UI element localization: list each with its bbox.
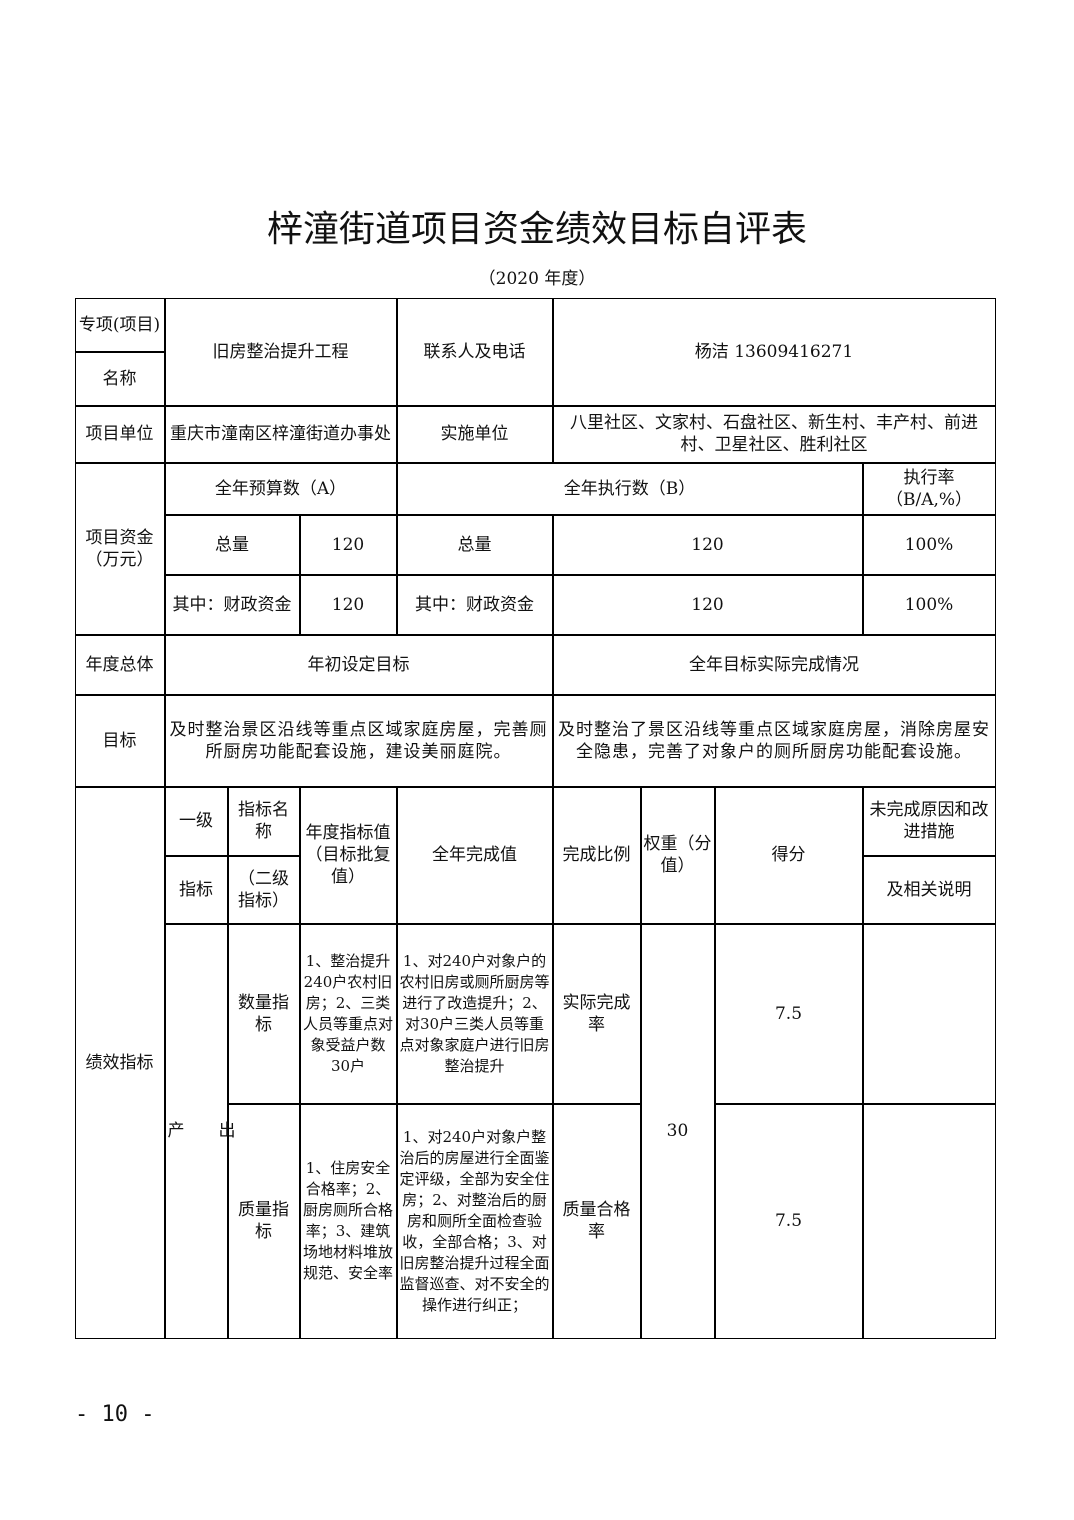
quality-target: 1、住房安全合格率；2、厨房厕所合格率；3、建筑场地材料堆放规范、安全率 — [299, 1103, 397, 1339]
quantity-ratio: 实际完成率 — [552, 923, 641, 1104]
initial-goal-header: 年初设定目标 — [164, 634, 553, 695]
initial-goal-text: 及时整治景区沿线等重点区域家庭房屋，完善厕所厨房功能配套设施，建设美丽庭院。 — [164, 694, 553, 787]
unit-label: 项目单位 — [74, 405, 165, 463]
page-subtitle: （2020 年度） — [478, 269, 596, 289]
actual-goal-text: 及时整治了景区沿线等重点区域家庭房屋，消除房屋安全隐患，完善了对象户的厕所厨房功… — [552, 694, 996, 787]
goals-label-1: 年度总体 — [74, 634, 165, 695]
project-label-1: 专项(项目) — [74, 297, 165, 352]
quality-score: 7.5 — [714, 1103, 863, 1339]
quality-ratio: 质量合格率 — [552, 1103, 641, 1339]
fiscal-value-b: 120 — [552, 574, 863, 635]
quantity-target: 1、整治提升240户农村旧房；2、三类人员等重点对象受益户数30户 — [299, 923, 397, 1104]
funds-label: 项目资金（万元） — [74, 462, 165, 635]
contact-label: 联系人及电话 — [396, 297, 553, 406]
annual-value-header: 年度指标值（目标批复值） — [299, 786, 397, 924]
indicators-label: 绩效指标 — [74, 786, 165, 1339]
project-name: 旧房整治提升工程 — [164, 297, 397, 406]
level2-header-b: （二级指标） — [227, 855, 300, 924]
actual-goal-header: 全年目标实际完成情况 — [552, 634, 996, 695]
total-label-b: 总量 — [396, 514, 553, 575]
total-label-a: 总量 — [164, 514, 300, 575]
score-header: 得分 — [714, 786, 863, 924]
goals-label-2: 目标 — [74, 694, 165, 787]
budget-header: 全年预算数（A） — [164, 462, 397, 515]
full-year-header: 全年完成值 — [396, 786, 553, 924]
quantity-note — [862, 923, 996, 1104]
quality-actual: 1、对240户对象户整治后的房屋进行全面鉴定评级，全部为安全住房；2、对整治后的… — [396, 1103, 553, 1339]
quantity-actual: 1、对240户对象户的农村旧房或厕所厨房等进行了改造提升；2、对30户三类人员等… — [396, 923, 553, 1104]
fiscal-label-b: 其中：财政资金 — [396, 574, 553, 635]
page-number: - 10 - — [75, 1402, 155, 1427]
quantity-score: 7.5 — [714, 923, 863, 1104]
total-rate: 100% — [862, 514, 996, 575]
exec-header: 全年执行数（B） — [396, 462, 863, 515]
weight-value: 30 — [640, 923, 715, 1339]
fiscal-value-a: 120 — [299, 574, 397, 635]
impl-value: 八里社区、文家村、石盘社区、新生村、丰产村、前进村、卫星社区、胜利社区 — [552, 405, 996, 463]
quantity-indicator-name: 数量指标 — [227, 923, 300, 1104]
reason-header-a: 未完成原因和改进措施 — [862, 786, 996, 856]
fiscal-rate: 100% — [862, 574, 996, 635]
quality-indicator-name: 质量指标 — [227, 1103, 300, 1339]
level1-header-b: 指标 — [164, 855, 228, 924]
unit-value: 重庆市潼南区梓潼街道办事处 — [164, 405, 397, 463]
total-value-a: 120 — [299, 514, 397, 575]
reason-header-b: 及相关说明 — [862, 855, 996, 924]
contact-value: 杨洁 13609416271 — [552, 297, 996, 406]
project-label-2: 名称 — [74, 351, 165, 406]
weight-header: 权重（分值） — [640, 786, 715, 924]
page-title: 梓潼街道项目资金绩效目标自评表 — [266, 209, 807, 250]
fiscal-label-a: 其中：财政资金 — [164, 574, 300, 635]
rate-header: 执行率（B/A,%） — [862, 462, 996, 515]
total-value-b: 120 — [552, 514, 863, 575]
level1-output: 产 出 — [164, 923, 236, 1339]
quality-note — [862, 1103, 996, 1339]
ratio-header: 完成比例 — [552, 786, 641, 924]
impl-label: 实施单位 — [396, 405, 553, 463]
level1-header-a: 一级 — [164, 786, 228, 856]
level2-header-a: 指标名称 — [227, 786, 300, 856]
